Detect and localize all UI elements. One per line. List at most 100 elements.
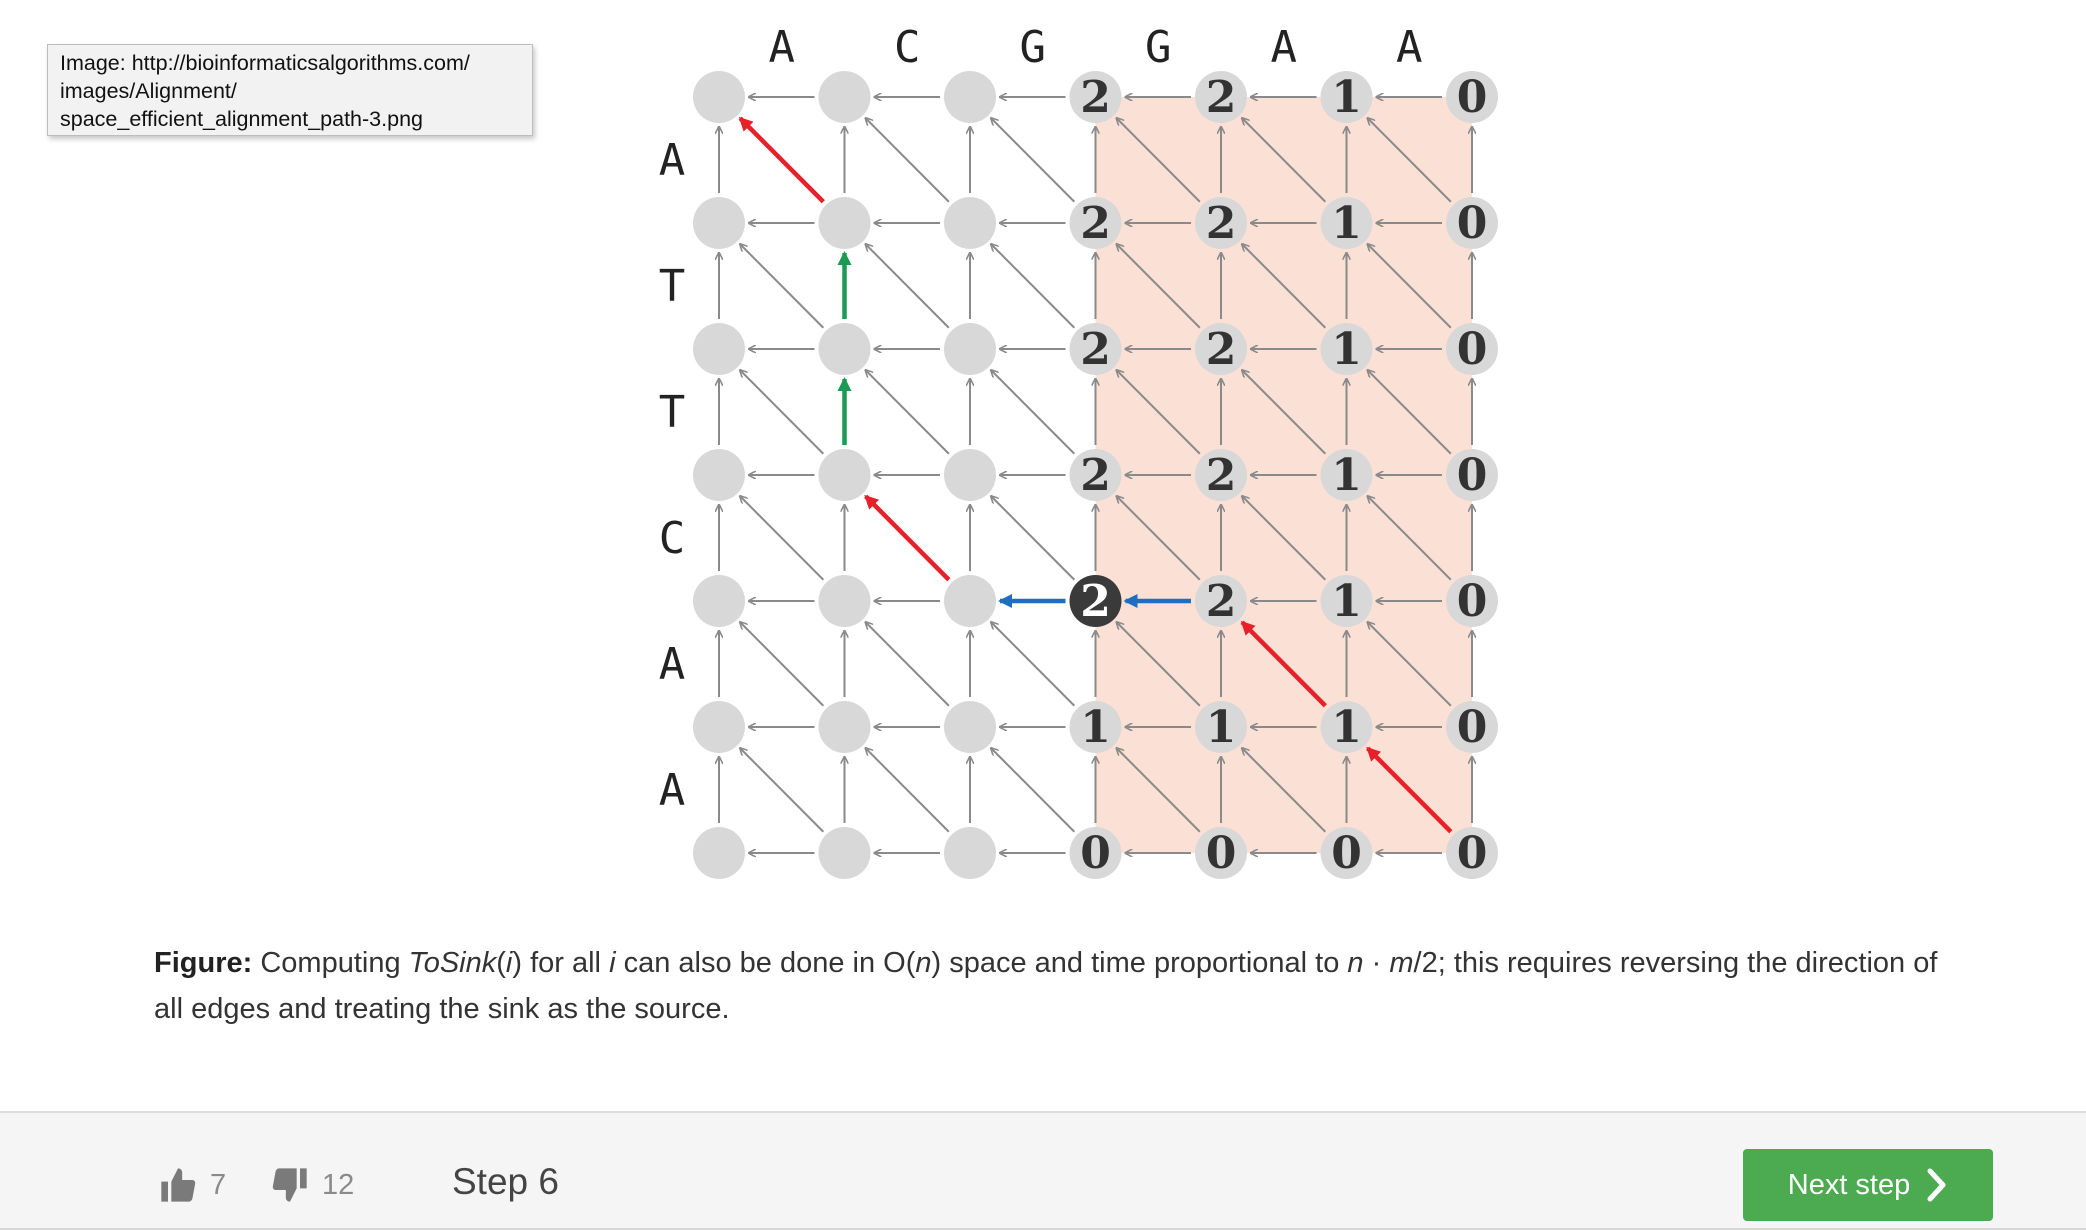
grid-node (1069, 197, 1122, 249)
node-value: 1 (1331, 450, 1362, 501)
grid-node (1320, 827, 1373, 879)
column-letter: G (1020, 22, 1047, 73)
grid-node (693, 197, 745, 249)
caption-var: i (505, 947, 513, 979)
node-value: 2 (1080, 450, 1111, 501)
grid-node (693, 449, 745, 501)
node-value: 2 (1206, 198, 1237, 249)
grid-node (1195, 827, 1247, 879)
column-letter: A (1271, 22, 1298, 73)
grid-node (818, 71, 871, 123)
grid-edge (866, 622, 950, 707)
grid-edge (991, 244, 1076, 329)
node-value: 1 (1331, 72, 1362, 123)
path-edge-red (1240, 620, 1327, 708)
grid-node (1320, 575, 1373, 627)
node-value: 0 (1206, 828, 1237, 879)
grid-node (944, 575, 996, 627)
like-button[interactable]: 7 (158, 1165, 226, 1205)
node-value: 1 (1080, 702, 1111, 753)
grid-edge (866, 748, 950, 833)
grid-node (1446, 323, 1498, 375)
tooltip-line: space_efficient_alignment_path-3.png (60, 107, 423, 131)
grid-edge (1242, 118, 1327, 203)
caption-var: n (915, 947, 932, 979)
row-letter: T (659, 261, 686, 312)
grid-node (1069, 449, 1122, 501)
grid-edge (1368, 496, 1452, 581)
node-value: 0 (1457, 576, 1488, 627)
dislike-count: 12 (322, 1168, 355, 1201)
grid-node (1446, 449, 1498, 501)
grid-node (1069, 71, 1122, 123)
node-value: 0 (1331, 828, 1362, 879)
node-value: 2 (1080, 72, 1111, 123)
grid-node (1195, 449, 1247, 501)
grid-node (1195, 701, 1247, 753)
caption-label: Figure: (154, 947, 253, 979)
grid-edge (740, 496, 825, 581)
next-step-button[interactable]: Next step (1743, 1149, 1993, 1221)
grid-edge (740, 370, 825, 455)
grid-edge (1242, 748, 1327, 833)
grid-node (1320, 71, 1373, 123)
grid-edge (1242, 496, 1327, 581)
grid-edge (866, 244, 950, 329)
figure-caption: Figure: Computing ToSink(i) for all i ca… (154, 940, 1974, 1032)
grid-node (818, 449, 871, 501)
next-step-label: Next step (1787, 1168, 1911, 1201)
step-footer: 7 12 Step 6 Next step (0, 1111, 2086, 1230)
grid-edge (1368, 244, 1452, 329)
grid-node (1320, 323, 1373, 375)
grid-node (1446, 575, 1498, 627)
node-value: 2 (1206, 72, 1237, 123)
node-value: 2 (1080, 576, 1111, 627)
grid-node (1320, 701, 1373, 753)
grid-node (1195, 575, 1247, 627)
grid-node (693, 701, 745, 753)
tooltip-line: Image: http://bioinformaticsalgorithms.c… (60, 51, 470, 75)
caption-text: · (1363, 947, 1390, 979)
node-value: 1 (1206, 702, 1237, 753)
caption-var: m (1389, 947, 1414, 979)
chevron-right-icon (1927, 1168, 1946, 1202)
row-letter: T (659, 387, 686, 438)
path-edge-red (864, 494, 951, 582)
node-value: 0 (1457, 450, 1488, 501)
grid-node (1320, 197, 1373, 249)
caption-function: ToSink (408, 947, 497, 979)
caption-var: i (609, 947, 616, 979)
grid-edge (991, 118, 1076, 203)
grid-edge (1117, 370, 1201, 455)
column-letter: C (894, 22, 921, 73)
grid-node (1069, 323, 1122, 375)
grid-edge (1117, 118, 1201, 203)
grid-edge (1117, 244, 1201, 329)
path-edge-red (1366, 746, 1453, 834)
row-letter: C (659, 513, 686, 564)
thumbs-up-icon (161, 1168, 196, 1202)
caption-text: can also be done in O( (615, 947, 916, 979)
thumbs-down-icon (272, 1168, 307, 1202)
image-url-tooltip: Image: http://bioinformaticsalgorithms.c… (47, 44, 533, 136)
grid-edge (991, 496, 1076, 581)
grid-edge (740, 748, 825, 833)
node-value: 2 (1080, 324, 1111, 375)
grid-node (1320, 449, 1373, 501)
dislike-button[interactable]: 12 (270, 1165, 354, 1205)
alignment-graph-figure: 2 2 1 0 2 2 1 0 2 2 1 0 2 2 1 0 2 2 1 0 1 1 1 0 0 0 0 0 A C G G A A A T T C A… (659, 22, 1498, 879)
grid-edge (1117, 748, 1201, 833)
grid-node (693, 71, 745, 123)
grid-node (693, 575, 745, 627)
grid-edge (991, 748, 1076, 833)
grid-node (693, 323, 745, 375)
grid-node (944, 449, 996, 501)
grid-node (1446, 827, 1498, 879)
column-letter: A (769, 22, 796, 73)
column-letter: A (1396, 22, 1423, 73)
caption-text: ) space and time proportional to (931, 947, 1348, 979)
node-value: 0 (1457, 198, 1488, 249)
grid-node (1069, 827, 1122, 879)
grid-edge (1368, 370, 1452, 455)
grid-node (944, 827, 996, 879)
